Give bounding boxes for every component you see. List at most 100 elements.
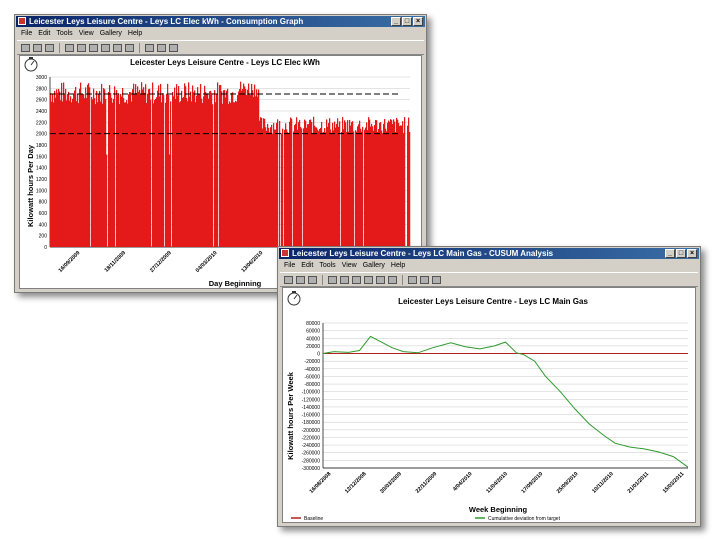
dropdown-icon[interactable] — [77, 43, 86, 52]
y-tick-label: -260000 — [302, 451, 321, 457]
menu-help[interactable]: Help — [390, 262, 406, 269]
bar — [184, 83, 186, 247]
grid-icon[interactable] — [376, 275, 385, 284]
stopwatch-icon[interactable] — [287, 291, 301, 306]
print-icon[interactable] — [308, 275, 317, 284]
bar — [286, 129, 288, 247]
minimize-button[interactable]: _ — [391, 17, 401, 26]
bar — [75, 86, 77, 248]
bar — [93, 88, 95, 247]
maximize-button[interactable]: □ — [676, 249, 686, 258]
lines-icon[interactable] — [89, 43, 98, 52]
truck-icon[interactable] — [388, 275, 397, 284]
close-button[interactable]: × — [687, 249, 697, 258]
bar — [255, 96, 257, 247]
bar — [266, 130, 268, 247]
stopwatch-icon[interactable] — [24, 57, 38, 72]
bar — [57, 92, 59, 247]
bar — [331, 132, 333, 247]
truck-icon[interactable] — [125, 43, 134, 52]
bar — [220, 84, 222, 247]
paint-icon[interactable] — [169, 43, 178, 52]
bar — [70, 96, 72, 248]
y-tick-label: 2600 — [36, 98, 47, 104]
bar — [271, 124, 273, 247]
elec-titlebar[interactable]: Leicester Leys Leisure Centre - Leys LC … — [16, 16, 425, 27]
menu-edit[interactable]: Edit — [301, 262, 314, 269]
y-tick-label: 60000 — [306, 329, 320, 335]
menu-edit[interactable]: Edit — [38, 30, 51, 37]
bar — [155, 98, 157, 247]
save-icon[interactable] — [296, 275, 305, 284]
lines-icon[interactable] — [352, 275, 361, 284]
zoom-icon[interactable] — [145, 43, 154, 52]
menu-help[interactable]: Help — [127, 30, 143, 37]
save-icon[interactable] — [33, 43, 42, 52]
minimize-button[interactable]: _ — [665, 249, 675, 258]
bar — [185, 86, 187, 247]
y-tick-label: 800 — [39, 200, 48, 206]
copy-icon[interactable] — [420, 275, 429, 284]
bar — [339, 121, 341, 247]
grid-icon[interactable] — [113, 43, 122, 52]
bar — [322, 132, 324, 247]
bar — [390, 119, 392, 247]
bar — [379, 122, 381, 247]
table-icon[interactable] — [364, 275, 373, 284]
elec-chart-title: Leicester Leys Leisure Centre - Leys LC … — [130, 58, 320, 67]
bar — [311, 121, 313, 247]
copy-icon[interactable] — [157, 43, 166, 52]
menu-gallery[interactable]: Gallery — [99, 30, 122, 37]
menu-gallery[interactable]: Gallery — [362, 262, 385, 269]
close-button[interactable]: × — [413, 17, 423, 26]
menu-tools[interactable]: Tools — [56, 30, 73, 37]
zoom-icon[interactable] — [408, 275, 417, 284]
gas-y-axis-label: Kilowatt hours Per Week — [286, 371, 295, 460]
bar — [409, 132, 411, 247]
chart-type-icon[interactable] — [65, 43, 74, 52]
open-icon[interactable] — [21, 43, 30, 52]
bar — [265, 127, 267, 247]
bar — [366, 122, 368, 247]
table-icon[interactable] — [101, 43, 110, 52]
gas-chart-area: Leicester Leys Leisure Centre - Leys LC … — [282, 287, 696, 523]
bar — [361, 131, 363, 247]
maximize-button[interactable]: □ — [402, 17, 412, 26]
bar — [64, 94, 66, 247]
print-icon[interactable] — [45, 43, 54, 52]
menu-view[interactable]: View — [341, 262, 357, 269]
bar — [250, 95, 252, 247]
bar — [343, 129, 345, 247]
bar — [129, 91, 131, 247]
bar — [152, 82, 154, 247]
bar — [337, 118, 339, 247]
bar — [349, 119, 351, 247]
bar — [83, 93, 85, 247]
bar — [251, 83, 253, 247]
gas-window-title: Leicester Leys Leisure Centre - Leys LC … — [292, 249, 554, 258]
menu-file[interactable]: File — [284, 262, 296, 269]
bar — [159, 96, 161, 247]
chart-type-icon[interactable] — [328, 275, 337, 284]
bar — [191, 101, 193, 247]
bar — [125, 102, 127, 247]
gas-titlebar[interactable]: Leicester Leys Leisure Centre - Leys LC … — [279, 248, 699, 259]
dropdown-icon[interactable] — [340, 275, 349, 284]
menu-view[interactable]: View — [78, 30, 94, 37]
paint-icon[interactable] — [432, 275, 441, 284]
menu-tools[interactable]: Tools — [319, 262, 336, 269]
bar — [86, 98, 88, 247]
y-tick-label: -80000 — [304, 382, 320, 388]
bar — [342, 117, 344, 247]
bar — [123, 98, 125, 247]
bar — [353, 131, 355, 247]
bar — [356, 131, 358, 247]
bar — [235, 100, 237, 247]
bar — [392, 124, 394, 247]
open-icon[interactable] — [284, 275, 293, 284]
bar — [179, 102, 181, 247]
bar — [197, 87, 199, 247]
bar — [282, 128, 284, 247]
menu-file[interactable]: File — [21, 30, 33, 37]
bar — [243, 83, 245, 247]
